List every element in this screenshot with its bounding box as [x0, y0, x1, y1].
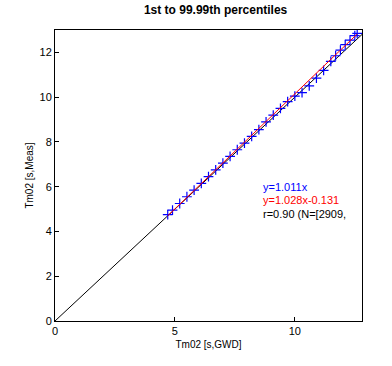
svg-text:1st to 99.99th percentiles: 1st to 99.99th percentiles	[144, 3, 288, 17]
svg-text:10: 10	[40, 91, 52, 103]
svg-text:0: 0	[52, 325, 58, 337]
svg-text:y=1.011x: y=1.011x	[263, 181, 308, 193]
svg-text:12: 12	[40, 46, 52, 58]
svg-text:8: 8	[46, 136, 52, 148]
svg-text:2: 2	[46, 270, 52, 282]
svg-text:6: 6	[46, 181, 52, 193]
svg-text:Tm02 [s,GWD]: Tm02 [s,GWD]	[175, 339, 241, 350]
svg-text:5: 5	[172, 325, 178, 337]
svg-text:0: 0	[46, 315, 52, 327]
svg-text:y=1.028x-0.131: y=1.028x-0.131	[263, 194, 339, 206]
svg-text:10: 10	[289, 325, 301, 337]
svg-text:r=0.90 (N=[2909,: r=0.90 (N=[2909,	[263, 208, 346, 220]
svg-text:4: 4	[46, 225, 52, 237]
svg-text:Tm02 [s,Meas]: Tm02 [s,Meas]	[24, 142, 35, 208]
